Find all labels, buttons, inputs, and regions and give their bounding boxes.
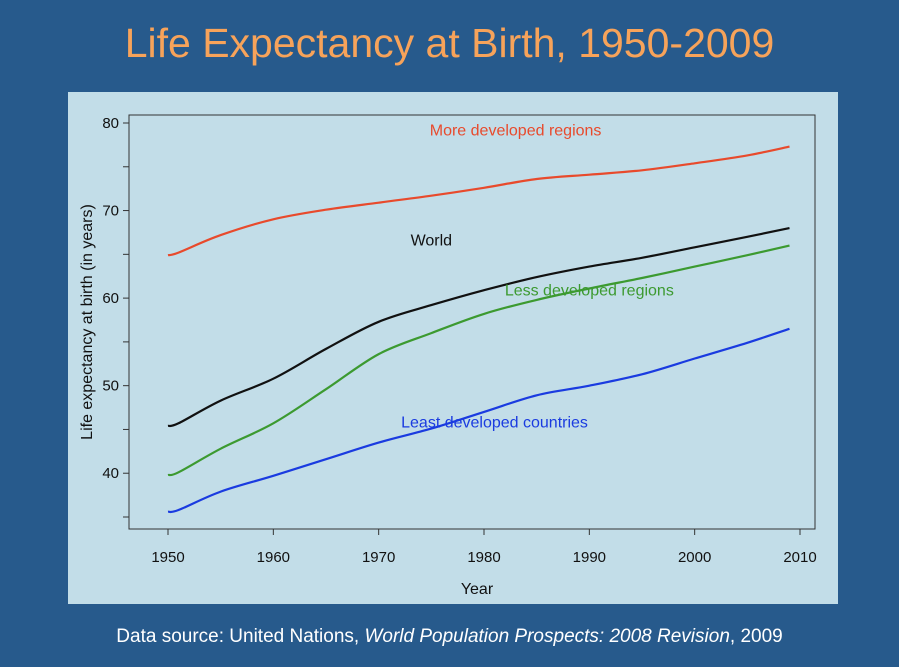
series-label-more-developed-regions: More developed regions bbox=[430, 122, 602, 139]
y-axis-title: Life expectancy at birth (in years) bbox=[79, 204, 96, 440]
source-prefix: Data source: United Nations, bbox=[116, 626, 365, 647]
x-tick-label: 2010 bbox=[783, 549, 816, 566]
series-label-least-developed-countries: Least developed countries bbox=[401, 415, 588, 432]
source-suffix: , 2009 bbox=[729, 626, 783, 647]
source-publication: World Population Prospects: 2008 Revisio… bbox=[364, 626, 730, 647]
series-label-less-developed-regions: Less developed regions bbox=[505, 282, 674, 299]
series-label-world: World bbox=[411, 233, 453, 250]
x-tick-label: 1960 bbox=[257, 549, 290, 566]
series-line-less-developed-regions bbox=[167, 244, 790, 477]
series-lines bbox=[167, 145, 790, 514]
x-tick-label: 2000 bbox=[678, 549, 711, 566]
y-axis: 40 50 60 70 80 bbox=[102, 115, 129, 518]
x-tick-label: 1980 bbox=[467, 549, 500, 566]
series-line-least-developed-countries bbox=[167, 327, 790, 514]
plot-frame bbox=[128, 114, 816, 530]
x-tick-label: 1950 bbox=[151, 549, 184, 566]
y-tick-label: 60 bbox=[102, 290, 119, 307]
y-tick-label: 40 bbox=[102, 465, 119, 482]
plot-panel: 40 50 60 70 80 1950 1960 1970 1980 1990 2000 2010 … bbox=[68, 92, 838, 604]
y-tick-label: 70 bbox=[102, 203, 119, 220]
slide-title: Life Expectancy at Birth, 1950-2009 bbox=[124, 20, 775, 66]
x-tick-label: 1970 bbox=[362, 549, 395, 566]
data-source-note: Data source: United Nations, World Popul… bbox=[0, 625, 899, 649]
x-tick-label: 1990 bbox=[573, 549, 606, 566]
y-tick-label: 80 bbox=[102, 115, 119, 132]
series-labels: More developed regions World Less develope… bbox=[401, 122, 674, 431]
x-axis-title: Year bbox=[461, 581, 494, 598]
y-tick-label: 50 bbox=[102, 378, 119, 395]
x-axis: 1950 1960 1970 1980 1990 2000 2010 bbox=[151, 529, 817, 566]
series-line-more-developed-regions bbox=[167, 145, 790, 257]
series-line-world bbox=[167, 227, 790, 428]
